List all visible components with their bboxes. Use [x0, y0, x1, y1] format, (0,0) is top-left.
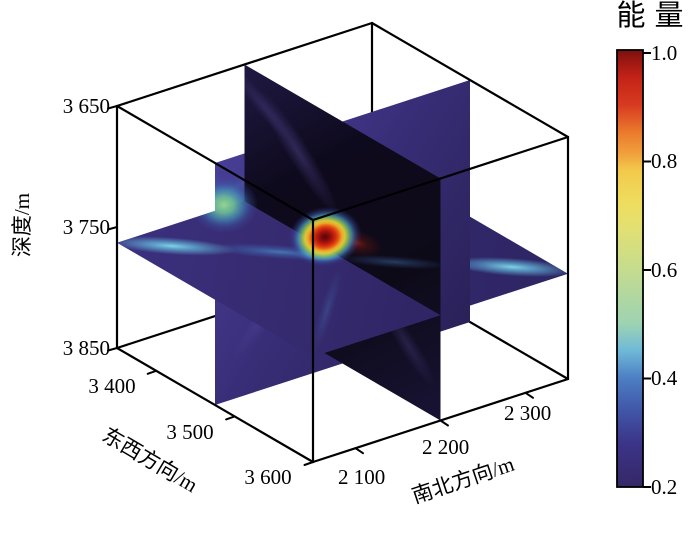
colorbar-tick-label-1.0: 1.0 [651, 41, 678, 65]
ns-tick-label-2300: 2 300 [504, 401, 552, 425]
colorbar-title: 能量 [616, 0, 693, 32]
colorbar-tick-marks [643, 52, 651, 488]
colorbar-gradient [616, 49, 644, 488]
ew-tick-label-3400: 3 400 [88, 374, 136, 398]
colorbar-tick-label-0.6: 0.6 [651, 258, 678, 282]
ns-tick-label-2100: 2 100 [338, 465, 386, 489]
depth-tick-label-3850: 3 850 [62, 336, 110, 360]
colorbar-tick-label-0.8: 0.8 [651, 149, 678, 173]
depth-axis-title: 深度/m [10, 192, 34, 258]
ns-tick-label-2200: 2 200 [422, 435, 470, 459]
colorbar-tick-label-0.2: 0.2 [651, 475, 678, 499]
colorbar [616, 49, 651, 488]
ew-tick-label-3600: 3 600 [244, 465, 292, 489]
depth-tick-label-3650: 3 650 [62, 94, 110, 118]
colorbar-tick-label-0.4: 0.4 [651, 366, 678, 390]
depth-tick-label-3750: 3 750 [62, 215, 110, 239]
ew-tick-label-3500: 3 500 [166, 420, 214, 444]
